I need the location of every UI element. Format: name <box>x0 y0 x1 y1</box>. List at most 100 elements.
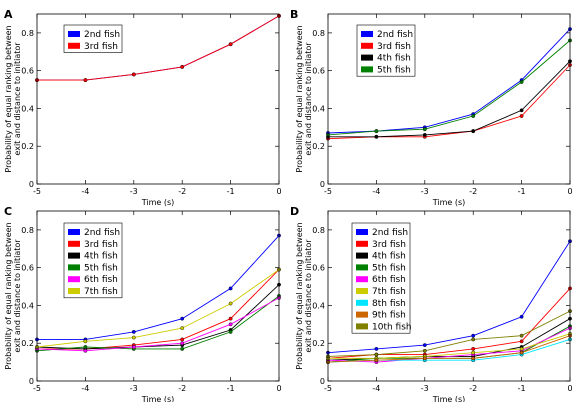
legend-swatch <box>68 229 80 235</box>
legend-swatch <box>68 264 80 271</box>
legend-swatch <box>68 276 80 283</box>
data-point <box>374 129 379 134</box>
data-point <box>471 356 476 361</box>
legend-swatch <box>356 311 368 318</box>
data-point <box>422 343 427 348</box>
data-point <box>519 108 524 113</box>
x-tick-label: 0 <box>567 187 572 196</box>
x-tick-label: -5 <box>324 384 332 393</box>
legend-box <box>63 222 123 299</box>
data-point <box>180 341 185 346</box>
y-axis-label-line: Probability of equal ranking between <box>295 222 304 369</box>
x-tick-label: 0 <box>276 187 281 196</box>
data-point <box>180 326 185 331</box>
x-tick-label: -3 <box>130 187 138 196</box>
data-point <box>228 42 233 47</box>
legend-label: 3rd fish <box>377 42 411 52</box>
axes-frame <box>327 13 571 185</box>
legend-swatch <box>68 31 80 37</box>
legend-label: 4th fish <box>84 252 118 262</box>
series-line-5 <box>327 327 571 363</box>
legend-label: 5th fish <box>372 263 406 273</box>
x-axis-label: Time (s) <box>432 395 466 402</box>
y-tick-label: 0.2 <box>21 339 34 348</box>
x-tick-label: -5 <box>33 384 41 393</box>
y-tick-label: 0 <box>320 180 325 189</box>
series-line-4 <box>327 40 571 136</box>
legend-label: 8th fish <box>372 299 406 309</box>
data-point <box>471 346 476 351</box>
legend-swatch <box>356 240 368 247</box>
x-tick-label: -3 <box>130 384 138 393</box>
panel-c: C -5 -4 -3 -2 -1 0 0 0.2 0.4 0.6 0.8 Time (s) Probabi… <box>4 205 282 402</box>
data-point <box>374 134 379 139</box>
y-tick-label: 0.4 <box>312 104 325 113</box>
data-point <box>471 114 476 118</box>
legend-swatch <box>68 252 80 259</box>
legend-label: 2nd fish <box>84 228 120 238</box>
legend-swatch <box>68 42 80 49</box>
x-tick-label: -4 <box>372 384 380 393</box>
series-line-3 <box>328 60 571 138</box>
legend-label: 9th fish <box>372 311 406 321</box>
data-point <box>519 80 524 84</box>
data-point <box>180 337 185 342</box>
x-tick-label: -2 <box>469 187 477 196</box>
x-axis-label: Time (s) <box>141 198 175 207</box>
series-line-9 <box>327 310 571 357</box>
y-axis-label-line: Probability of equal ranking between <box>295 25 304 172</box>
legend-swatch <box>361 31 373 37</box>
legend-swatch <box>361 54 373 61</box>
panel-d: D -5 -4 -3 -2 -1 0 0 0.2 0.4 0.6 0.8 Time (s) Probabi… <box>290 205 573 402</box>
legend-label: 3rd fish <box>372 240 406 250</box>
y-axis-label: Probability of equal ranking betweenexit… <box>4 222 22 369</box>
x-tick-label: -5 <box>324 187 332 196</box>
legend-label: 7th fish <box>84 287 118 297</box>
y-axis-label-line: exit and distance to initiator <box>13 42 22 156</box>
data-point <box>131 72 136 77</box>
data-point <box>180 316 185 321</box>
data-point <box>374 352 379 357</box>
legend-label: 10th fish <box>372 322 412 332</box>
legend-swatch <box>68 240 80 247</box>
legend-label: 3rd fish <box>84 42 118 52</box>
x-tick-label: -2 <box>469 384 477 393</box>
legend-label: 4th fish <box>377 54 411 64</box>
series-line-6 <box>36 269 280 348</box>
y-axis-label-line: Probability of equal ranking between <box>4 25 13 172</box>
x-tick-label: 0 <box>567 384 572 393</box>
data-point <box>131 329 136 334</box>
y-tick-label: 0.8 <box>21 226 34 235</box>
legend: 2nd fish 3rd fish <box>63 24 123 53</box>
data-point <box>471 333 476 338</box>
series-line-8 <box>327 335 571 363</box>
panel-b: B -5 -4 -3 -2 -1 0 0 0.2 0.4 0.6 0.8 Time (s) Probabi… <box>290 8 573 207</box>
legend-swatch <box>68 288 80 294</box>
y-tick-label: 0.6 <box>312 67 325 76</box>
legend-label: 4th fish <box>372 252 406 262</box>
y-tick-label: 0.8 <box>312 226 325 235</box>
y-tick-label: 0.8 <box>312 29 325 38</box>
legend-label: 2nd fish <box>377 30 413 40</box>
y-axis-label-line: Probability of equal ranking between <box>4 222 13 369</box>
legend-swatch <box>356 252 368 259</box>
data-point <box>83 345 88 349</box>
legend-swatch <box>356 229 368 235</box>
y-tick-label: 0.6 <box>312 264 325 273</box>
legend-label: 7th fish <box>372 287 406 297</box>
data-point <box>180 64 185 69</box>
y-tick-label: 0.8 <box>21 29 34 38</box>
x-tick-label: -4 <box>81 384 89 393</box>
y-tick-label: 0 <box>29 180 34 189</box>
data-point <box>519 314 524 319</box>
legend-swatch <box>356 276 368 283</box>
y-tick-label: 0.2 <box>312 339 325 348</box>
y-axis-label-line: exit and distance to initiator <box>13 239 22 353</box>
x-tick-label: -2 <box>178 384 186 393</box>
legend-label: 6th fish <box>84 275 118 285</box>
panel-letter: A <box>4 8 13 21</box>
